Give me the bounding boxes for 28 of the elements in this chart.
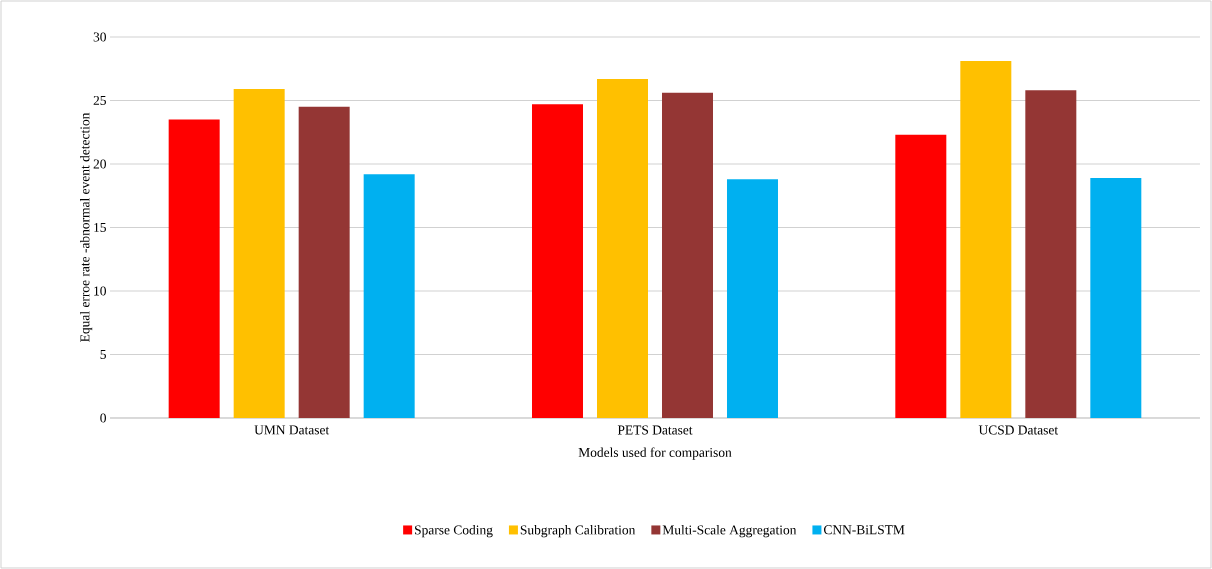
bar — [532, 104, 583, 418]
bar — [363, 174, 415, 418]
bar — [1025, 90, 1077, 418]
legend-label: CNN-BiLSTM — [823, 525, 905, 535]
y-tick-label: 5 — [100, 350, 106, 359]
x-axis-title: Models used for comparison — [578, 447, 732, 460]
bar — [727, 179, 778, 418]
x-tick-label: UCSD Dataset — [978, 425, 1059, 435]
bar — [168, 119, 220, 418]
y-tick-label: 15 — [94, 222, 106, 232]
bar — [662, 92, 713, 418]
y-axis-title: Equal erroe rate -abnormal event detection — [80, 112, 93, 342]
y-tick-label: 25 — [93, 95, 106, 105]
legend-label: Multi-Scale Aggregation — [662, 525, 797, 538]
legend-label: Subgraph Calibration — [520, 525, 636, 538]
bar — [298, 106, 350, 418]
y-tick-label: 0 — [100, 413, 106, 423]
bar — [895, 134, 947, 418]
y-tick-label: 20 — [93, 159, 106, 169]
bar — [233, 89, 285, 418]
bar — [1090, 177, 1142, 418]
y-tick-label: 10 — [94, 286, 106, 296]
x-tick-label: PETS Dataset — [617, 425, 693, 435]
bar — [960, 61, 1012, 418]
bar — [597, 78, 648, 418]
legend-label: Sparse Coding — [415, 525, 493, 538]
x-tick-label: UMN Dataset — [254, 425, 330, 435]
y-tick-label: 30 — [93, 32, 106, 42]
